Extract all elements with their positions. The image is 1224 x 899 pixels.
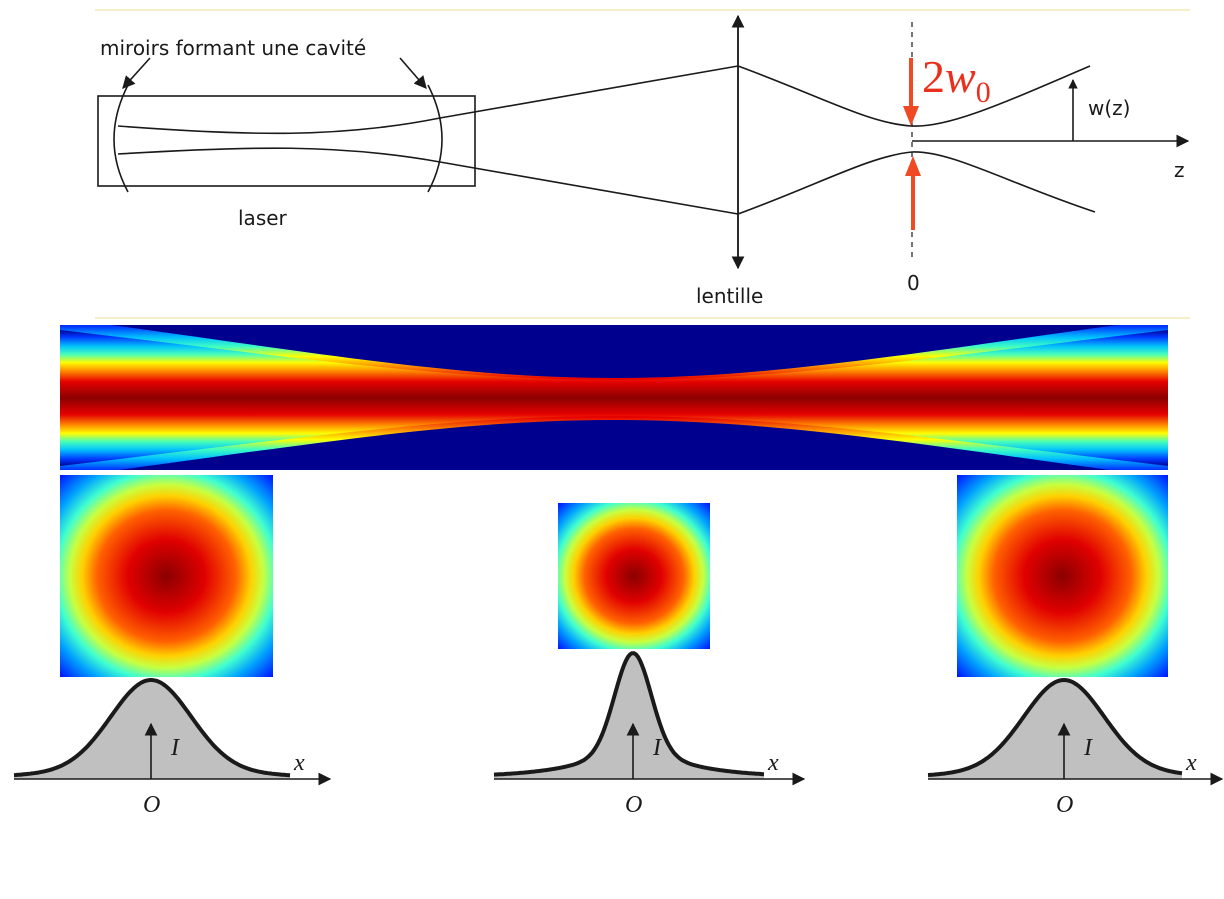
x-label: x [767,750,779,776]
profile-right: Ix O [927,677,1224,818]
x-label: x [293,750,305,776]
profile-center: Ix O [493,651,806,818]
z-axis-label: z [1174,158,1185,182]
laser-housing [97,95,476,187]
waist-label: 2w0 [922,51,991,109]
lens-label: lentille [696,284,763,308]
waist-prefix: 2 [922,51,945,102]
laser-schematic [97,14,1190,270]
intensity-profiles: Ix O Ix O Ix O [13,651,1224,818]
intensity-label: I [170,735,180,761]
profile-curve [927,677,1183,777]
intensity-label: I [1083,735,1093,761]
beam-intensity-map [60,325,1168,470]
origin-label: O [625,792,642,818]
beam-core [60,330,1168,466]
waist-sub: 0 [976,76,991,109]
profile-fill [928,680,1182,779]
right-mirror [427,84,443,193]
profile-left: Ix O [13,678,332,818]
waist-radius-label: w(z) [1088,96,1130,120]
laser-label: laser [238,206,288,230]
intensity-label: I [652,735,662,761]
cross-section-left [60,475,273,677]
origin-label: 0 [907,271,920,295]
origin-label: O [143,792,160,818]
waist-arrows [903,58,921,230]
cross-section-center [558,503,710,649]
mirrors-label: miroirs formant une cavité [100,36,366,60]
profile-fill [14,680,290,779]
left-mirror [113,84,129,193]
origin-label: O [1056,792,1073,818]
x-label: x [1185,750,1197,776]
profile-fill [494,653,764,779]
profile-curve [493,651,765,777]
profile-curve [13,678,291,778]
waist-var: w [945,51,976,102]
cross-section-right [957,475,1168,677]
